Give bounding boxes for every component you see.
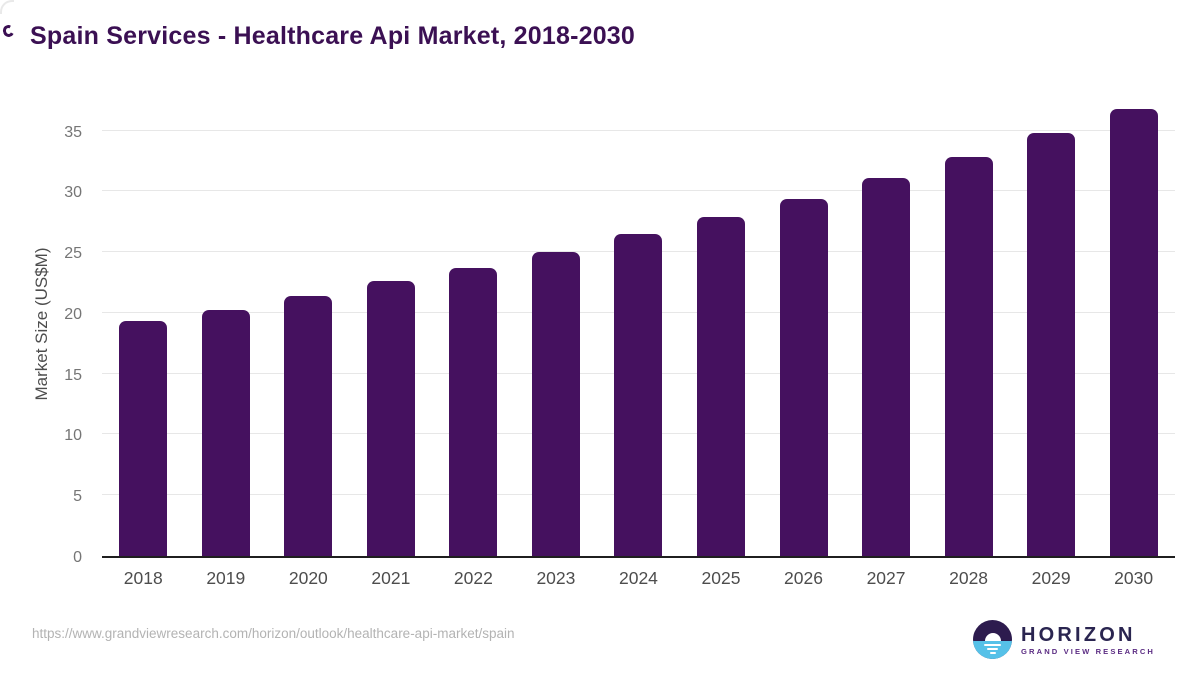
y-tick-label-0: 0 — [73, 549, 82, 566]
x-tick-label-2019: 2019 — [206, 568, 246, 588]
y-tick-label-5: 5 — [73, 488, 82, 506]
bar-slot-2025 — [680, 90, 763, 556]
horizon-logo-icon — [973, 620, 1013, 659]
bar-slot-2019 — [185, 90, 268, 556]
x-tick-label-2028: 2028 — [949, 568, 989, 588]
brand-text: HORIZON GRAND VIEW RESEARCH — [1021, 624, 1155, 656]
y-tick-label-25: 25 — [64, 245, 82, 263]
bar-2023 — [531, 252, 580, 556]
brand-logo: HORIZON GRAND VIEW RESEARCH — [973, 620, 1155, 659]
bar-slot-2023 — [515, 90, 598, 556]
y-tick-label-10: 10 — [64, 427, 82, 445]
y-tick-label-20: 20 — [64, 305, 82, 323]
gridline-30 — [102, 190, 1175, 192]
bar-slot-2028 — [927, 90, 1010, 556]
bar-2022 — [449, 267, 498, 556]
x-tick-label-2023: 2023 — [536, 568, 576, 588]
bar-2024 — [614, 233, 663, 556]
bar-slot-2029 — [1010, 90, 1093, 556]
bar-2025 — [696, 216, 745, 556]
x-tick-label-2018: 2018 — [123, 568, 163, 588]
bar-2018 — [119, 321, 168, 556]
x-tick-label-2020: 2020 — [288, 568, 328, 588]
card-corner-curve — [0, 0, 14, 14]
bar-2019 — [201, 310, 250, 556]
chart-title: Spain Services - Healthcare Api Market, … — [30, 22, 636, 50]
x-tick-label-2029: 2029 — [1031, 568, 1071, 588]
bar-2026 — [779, 198, 828, 556]
y-tick-label-15: 15 — [64, 366, 82, 384]
bar-2028 — [944, 157, 993, 556]
x-tick-label-2024: 2024 — [618, 568, 658, 588]
y-tick-label-30: 30 — [64, 184, 82, 202]
corner-artifact — [1, 23, 16, 39]
bar-slot-2024 — [597, 90, 680, 556]
x-tick-label-2026: 2026 — [784, 568, 823, 588]
brand-subtitle: GRAND VIEW RESEARCH — [1021, 646, 1155, 656]
x-axis-labels: 2018 2019 2020 2021 2022 2023 2024 2025 2026 2027… — [102, 568, 1175, 589]
y-tick-label-35: 35 — [64, 123, 82, 141]
bar-slot-2021 — [350, 90, 433, 556]
bar-slot-2022 — [432, 90, 515, 556]
bar-slot-2026 — [762, 90, 845, 556]
bar-2027 — [862, 177, 911, 556]
bar-slot-2027 — [845, 90, 928, 556]
logo-sea — [973, 641, 1013, 659]
plot-area — [102, 90, 1175, 558]
x-tick-label-2027: 2027 — [866, 568, 906, 588]
x-tick-label-2022: 2022 — [453, 568, 493, 588]
bar-2029 — [1027, 132, 1076, 556]
logo-reflection-lines — [973, 641, 1012, 655]
bar-slot-2020 — [267, 90, 350, 556]
gridline-35 — [102, 129, 1175, 131]
bars-layer — [102, 90, 1175, 556]
bar-slot-2018 — [102, 90, 185, 556]
x-tick-label-2025: 2025 — [701, 568, 741, 588]
x-tick-label-2030: 2030 — [1114, 568, 1154, 588]
source-url: https://www.grandviewresearch.com/horizo… — [32, 626, 515, 641]
bar-2020 — [284, 295, 333, 556]
bar-2021 — [366, 281, 415, 556]
x-tick-label-2021: 2021 — [371, 568, 411, 588]
bar-2030 — [1109, 108, 1158, 556]
bar-slot-2030 — [1092, 90, 1175, 556]
y-axis-ticks: 0 5 10 15 20 25 30 35 — [0, 90, 92, 566]
brand-name: HORIZON — [1021, 623, 1136, 646]
